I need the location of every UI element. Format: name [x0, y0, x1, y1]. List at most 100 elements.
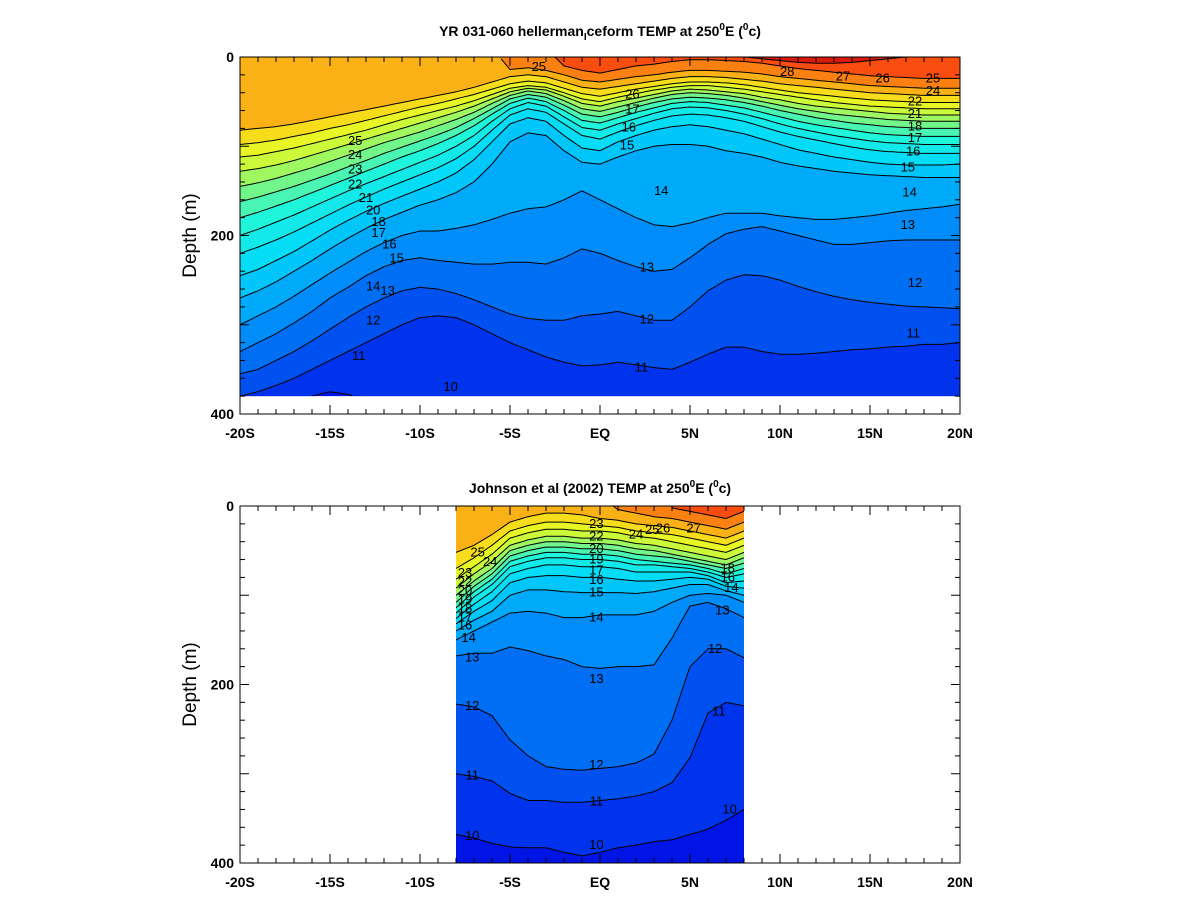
chart-title: YR 031-060 hellermanIceform TEMP at 2500…: [439, 22, 761, 43]
contour-label: 13: [465, 650, 479, 665]
contour-label: 16: [458, 618, 472, 633]
contour-label: 12: [640, 311, 654, 326]
temp-band-9.5: [240, 391, 960, 397]
title-degree: 0: [690, 479, 696, 490]
contour-label: 17: [625, 102, 639, 117]
contour-label: 17: [371, 225, 385, 240]
contour-label: 17: [458, 610, 472, 625]
x-tick-label: 5N: [681, 874, 699, 890]
x-tick-label: 10N: [767, 874, 793, 890]
contour-label: 13: [901, 217, 915, 232]
contour-label: 11: [712, 703, 726, 718]
contour-label: 26: [656, 520, 670, 535]
contour-label: 13: [380, 283, 394, 298]
y-axis-label: Depth (m): [180, 193, 201, 277]
contour-label: 12: [708, 641, 722, 656]
title-subscript: I: [584, 32, 587, 43]
contour-label: 23: [589, 516, 603, 531]
isotherm-19: [456, 551, 744, 609]
isotherm-14: [456, 592, 744, 641]
contour-label: 16: [589, 572, 603, 587]
contour-label: 21: [908, 106, 922, 121]
contour-label: 14: [902, 185, 916, 200]
contour-label: 18: [371, 214, 385, 229]
contour-label: 15: [389, 251, 403, 266]
contour-label: 18: [908, 119, 922, 134]
contour-label: 18: [458, 601, 472, 616]
isotherm-20: [240, 93, 960, 203]
contour-label: 24: [348, 147, 362, 162]
isotherm-11: [456, 701, 744, 803]
contour-label: 25: [926, 70, 940, 85]
title-main: Johnson et al (2002) TEMP at 250: [469, 480, 690, 496]
contour-label: 13: [715, 602, 729, 617]
contour-label: 25: [348, 133, 362, 148]
isotherm-17: [456, 564, 744, 619]
contour-label: 15: [901, 160, 915, 175]
isotherm-12: [456, 648, 744, 771]
title-unit-degree: 0: [713, 479, 719, 490]
x-tick-label: 15N: [857, 425, 883, 441]
contour-label: 27: [836, 69, 850, 84]
isotherm-27: [554, 57, 960, 79]
contour-label: 10: [443, 379, 457, 394]
title-degree: 0: [719, 22, 725, 33]
isotherm-22: [456, 535, 744, 589]
contour-label: 12: [589, 757, 603, 772]
isotherm-17: [240, 108, 960, 254]
contour-label: 13: [640, 260, 654, 275]
contour-label: 11: [635, 360, 649, 375]
isotherm-23: [456, 528, 744, 580]
contour-label: 27: [686, 520, 700, 535]
contour-label: 15: [589, 585, 603, 600]
x-tick-label: 10N: [767, 425, 793, 441]
contour-label: 22: [589, 528, 603, 543]
y-tick-label: 0: [226, 49, 234, 65]
y-tick-label: 400: [211, 406, 235, 422]
contour-label: 10: [722, 801, 736, 816]
contour-label: 24: [926, 83, 940, 98]
contour-label: 23: [348, 161, 362, 176]
isotherm-18: [456, 557, 744, 614]
isotherm-12: [240, 274, 960, 375]
contour-label: 22: [458, 574, 472, 589]
contour-label: 20: [589, 541, 603, 556]
contour-label: 16: [721, 569, 735, 584]
y-tick-label: 0: [226, 498, 234, 514]
contour-label: 17: [908, 130, 922, 145]
y-tick-label: 400: [211, 855, 235, 871]
contour-label: 14: [366, 278, 380, 293]
contour-label: 23: [458, 565, 472, 580]
title-rest: ceform TEMP at 250: [587, 23, 720, 39]
contour-label: 25: [645, 522, 659, 537]
x-tick-label: -20S: [225, 425, 255, 441]
contour-label: 12: [908, 275, 922, 290]
isotherm-19: [240, 97, 960, 219]
contour-label: 12: [366, 312, 380, 327]
isotherm-20: [456, 546, 744, 603]
contour-label: 10: [465, 828, 479, 843]
x-tick-label: 20N: [947, 874, 973, 890]
temperature-fill: [456, 506, 744, 863]
contour-label: 22: [908, 94, 922, 109]
contour-label: 10: [589, 837, 603, 852]
contour-label: 16: [622, 120, 636, 135]
contour-label: 14: [461, 630, 475, 645]
contour-label: 25: [470, 544, 484, 559]
contour-label: 21: [359, 190, 373, 205]
isotherm-25: [456, 512, 744, 553]
isotherm-10: [311, 391, 353, 397]
title-unit-degree: 0: [743, 22, 749, 33]
contour-label: 14: [589, 610, 603, 625]
contour-label: 25: [532, 59, 546, 74]
y-tick-label: 200: [211, 228, 235, 244]
isotherm-13: [456, 601, 744, 669]
isotherm-14: [240, 190, 960, 326]
x-tick-label: 15N: [857, 874, 883, 890]
x-tick-label: -15S: [315, 874, 345, 890]
contour-label: 18: [721, 560, 735, 575]
isotherm-21: [456, 541, 744, 596]
isotherm-26: [613, 506, 744, 530]
